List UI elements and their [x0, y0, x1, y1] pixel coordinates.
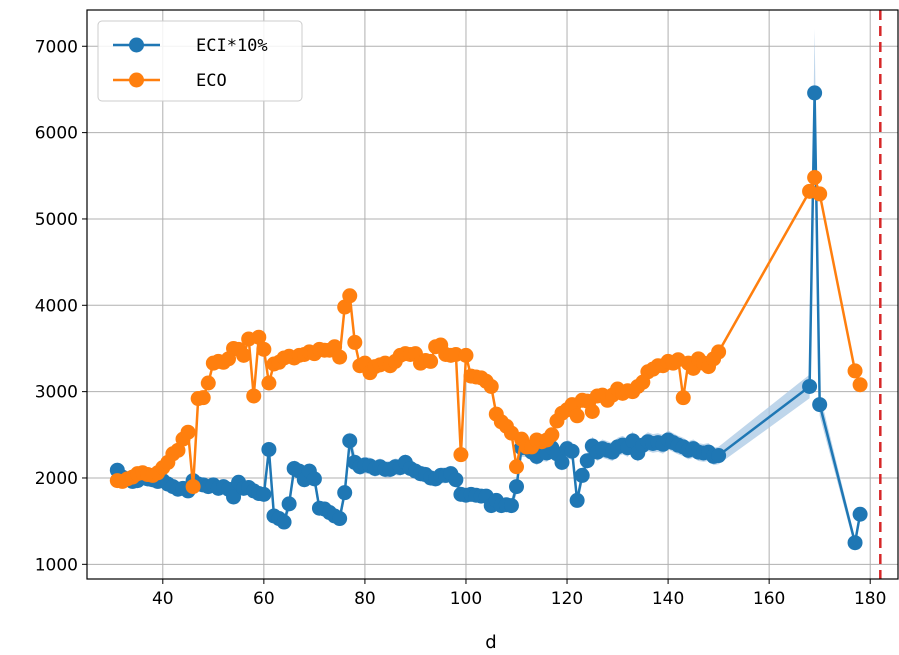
- y-tick-label: 3000: [35, 383, 78, 403]
- data-point-eci: [574, 467, 590, 483]
- data-point-eco: [453, 447, 469, 463]
- data-point-eco: [195, 390, 211, 406]
- data-point-eco: [584, 403, 600, 419]
- axes-layer: [86, 9, 899, 580]
- y-tick-label: 4000: [35, 296, 78, 316]
- data-point-eco: [332, 349, 348, 365]
- series-layer: [109, 85, 868, 551]
- data-point-eco: [342, 288, 358, 304]
- data-point-eci: [852, 506, 868, 522]
- legend-marker: [129, 37, 144, 53]
- legend-marker: [129, 72, 144, 88]
- data-point-eco: [544, 427, 560, 443]
- data-point-eci: [847, 535, 863, 551]
- data-point-eco: [236, 347, 252, 363]
- data-point-eco: [847, 363, 863, 379]
- data-point-eci: [554, 454, 570, 470]
- data-point-eco: [337, 299, 353, 315]
- data-point-eci: [342, 433, 358, 449]
- data-point-eci: [261, 441, 277, 457]
- x-tick-label: 160: [753, 589, 785, 609]
- data-point-eco: [711, 344, 727, 360]
- data-point-eco: [483, 378, 499, 394]
- y-tick-label: 2000: [35, 469, 78, 489]
- y-tick-label: 7000: [35, 37, 78, 57]
- data-point-eco: [185, 479, 201, 495]
- data-point-eco: [200, 375, 216, 391]
- data-point-eco: [852, 377, 868, 393]
- data-point-eci: [812, 397, 828, 413]
- x-tick-label: 140: [652, 589, 684, 609]
- data-point-eco: [251, 329, 267, 345]
- data-point-eci: [802, 378, 818, 394]
- data-point-eci: [337, 485, 353, 501]
- data-point-eci: [579, 453, 595, 469]
- data-point-eco: [180, 424, 196, 440]
- data-point-eci: [711, 448, 727, 464]
- data-point-eci: [306, 471, 322, 487]
- grid-layer: [87, 10, 898, 579]
- data-point-eco: [807, 170, 823, 186]
- data-point-eco: [509, 459, 525, 475]
- ticks-layer: 40 60 80 100 120 140 160 180 1000 2000 3000 4000 500…: [35, 37, 887, 609]
- x-tick-label: 120: [551, 589, 583, 609]
- data-point-eci: [448, 472, 464, 488]
- data-point-eco: [347, 334, 363, 350]
- data-point-eci: [281, 496, 297, 512]
- data-point-eci: [256, 486, 272, 502]
- legend-label: ECO: [196, 71, 227, 91]
- x-tick-label: 40: [152, 589, 174, 609]
- legend-label: ECI*10%: [196, 36, 268, 56]
- data-point-eco: [423, 353, 439, 369]
- data-point-eci: [564, 443, 580, 459]
- plot-frame: [86, 9, 899, 580]
- y-tick-label: 6000: [35, 124, 78, 144]
- band-layer: [117, 28, 861, 548]
- data-point-eco: [675, 390, 691, 406]
- confidence-band: [117, 28, 861, 548]
- data-point-eco: [569, 408, 585, 424]
- data-point-eco: [261, 375, 277, 391]
- x-tick-label: 60: [253, 589, 275, 609]
- data-point-eci: [509, 479, 525, 495]
- x-tick-label: 80: [354, 589, 376, 609]
- data-point-eci: [226, 489, 242, 505]
- data-point-eci: [807, 85, 823, 101]
- data-point-eco: [170, 442, 186, 458]
- series-line-eci: [116, 92, 862, 544]
- data-point-eci: [276, 514, 292, 530]
- x-tick-label: 100: [450, 589, 482, 609]
- x-tick-label: 180: [854, 589, 886, 609]
- data-point-eco: [458, 347, 474, 363]
- data-point-eci: [503, 498, 519, 514]
- y-tick-label: 1000: [35, 555, 78, 575]
- y-tick-label: 5000: [35, 210, 78, 230]
- x-axis-label: d: [485, 632, 496, 653]
- data-point-eco: [812, 186, 828, 202]
- data-point-eco: [246, 388, 262, 404]
- data-point-eci: [332, 511, 348, 527]
- data-point-eci: [569, 492, 585, 508]
- data-point-eco: [256, 341, 272, 357]
- legend: ECI*10% ECO: [97, 20, 303, 102]
